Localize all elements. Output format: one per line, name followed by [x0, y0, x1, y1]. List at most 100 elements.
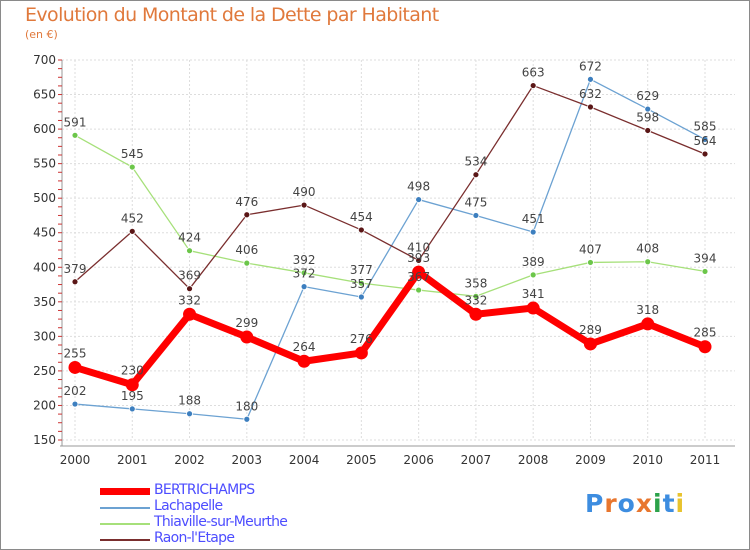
data-label: 188 [178, 394, 201, 408]
data-point [412, 265, 426, 279]
data-label: 264 [293, 340, 316, 354]
data-label: 476 [235, 195, 258, 209]
x-tick-label: 2006 [403, 453, 434, 467]
data-point [641, 317, 655, 331]
data-label: 534 [464, 155, 487, 169]
data-point [415, 286, 423, 294]
data-label: 369 [178, 269, 201, 283]
logo-letter: P [585, 489, 605, 518]
data-point [469, 307, 483, 321]
data-point [357, 293, 365, 301]
data-point [186, 285, 193, 293]
data-label: 341 [522, 287, 545, 301]
data-label: 180 [235, 399, 258, 413]
x-tick-label: 2011 [690, 453, 721, 467]
data-point [472, 171, 480, 179]
x-tick-label: 2000 [60, 453, 91, 467]
series-line-thiaville-sur-meurthe [74, 134, 706, 297]
data-point [701, 150, 709, 158]
series-line-bertrichamps [73, 268, 707, 389]
data-label: 663 [522, 66, 545, 80]
data-label: 332 [464, 293, 487, 307]
data-point [472, 292, 480, 300]
data-label: 407 [579, 242, 602, 256]
data-label: 255 [64, 346, 87, 360]
x-tick-label: 2009 [575, 453, 606, 467]
data-point [128, 227, 136, 235]
y-tick-label: 500 [33, 191, 56, 205]
data-point [529, 82, 537, 89]
data-label: 490 [293, 185, 316, 199]
data-point [243, 211, 251, 219]
data-point [529, 271, 537, 279]
x-tick-label: 2002 [174, 453, 205, 467]
data-label: 285 [694, 326, 717, 340]
data-label: 393 [407, 251, 430, 265]
y-tick-label: 350 [33, 295, 56, 309]
data-point [68, 360, 82, 374]
data-point [701, 268, 709, 275]
data-label: 454 [350, 210, 373, 224]
data-label: 498 [407, 180, 430, 194]
data-point [186, 247, 193, 255]
y-tick-label: 400 [33, 260, 56, 274]
data-label: 230 [121, 364, 144, 378]
legend-swatch [100, 488, 150, 495]
data-point [300, 201, 308, 209]
data-label: 672 [579, 59, 602, 73]
data-point [701, 136, 709, 143]
data-label: 289 [579, 323, 602, 337]
data-point [698, 340, 712, 354]
y-tick-label: 600 [33, 122, 56, 136]
data-label: 451 [522, 212, 545, 226]
data-label: 358 [464, 276, 487, 290]
legend-label: Thiaville-sur-Meurthe [154, 514, 288, 530]
data-point [472, 212, 480, 219]
x-tick-label: 2004 [289, 453, 320, 467]
data-point [587, 259, 594, 266]
data-point [125, 378, 139, 392]
legend-swatch [100, 523, 150, 525]
data-label: 632 [579, 87, 602, 101]
y-tick-label: 300 [33, 329, 56, 343]
data-label: 598 [636, 110, 659, 124]
data-point [354, 346, 368, 360]
data-label: 357 [350, 277, 373, 291]
series-line-lachapelle [74, 78, 706, 420]
data-point [644, 258, 652, 266]
data-label: 332 [178, 293, 201, 307]
legend-label: BERTRICHAMPS [154, 482, 255, 498]
data-point [587, 103, 594, 111]
data-point [644, 127, 652, 134]
data-label: 591 [64, 115, 87, 129]
x-tick-label: 2008 [518, 453, 549, 467]
data-point [186, 410, 193, 418]
data-point [300, 269, 308, 277]
data-label: 452 [121, 211, 144, 225]
y-tick-label: 150 [33, 433, 56, 447]
proxiti-logo: Proxiti [585, 489, 685, 518]
data-label: 372 [293, 267, 316, 281]
data-label: 377 [350, 263, 373, 277]
y-tick-label: 650 [33, 88, 56, 102]
data-label: 394 [694, 251, 717, 265]
data-label: 318 [636, 303, 659, 317]
x-tick-label: 2007 [461, 453, 492, 467]
data-label: 389 [522, 255, 545, 269]
data-label: 367 [407, 270, 430, 284]
data-point [71, 278, 79, 286]
data-label: 379 [64, 262, 87, 276]
data-point [300, 283, 308, 291]
legend-label: Lachapelle [154, 498, 223, 514]
data-label: 392 [293, 253, 316, 267]
data-label: 276 [350, 332, 373, 346]
data-point [526, 301, 540, 315]
data-point [183, 307, 197, 321]
y-tick-label: 700 [33, 53, 56, 67]
data-label: 299 [235, 316, 258, 330]
data-point [529, 228, 537, 236]
data-point [587, 75, 594, 83]
data-point [357, 279, 365, 287]
data-point [415, 256, 423, 264]
